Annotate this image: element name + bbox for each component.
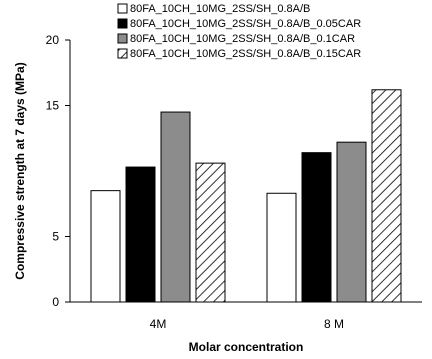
y-tick-label: 15 [46,99,60,113]
x-tick-label: 4M [150,317,167,331]
legend-label: 80FA_10CH_10MG_2SS/SH_0.8A/B [130,3,310,15]
legend-swatch [117,3,128,14]
bar-4m-series-3 [160,111,191,303]
y-tick-label: 20 [46,33,60,47]
y-ticks: 0 5 15 20 [46,33,70,309]
y-axis-title: Compressive strength at 7 days (MPa) [13,62,27,279]
legend-swatch [117,48,128,59]
bars [90,89,402,303]
legend-label: 80FA_10CH_10MG_2SS/SH_0.8A/B_0.1CAR [130,33,355,45]
x-tick-labels: 4M 8 M [150,317,344,331]
legend-swatch [117,18,128,29]
bar-8m-series-2 [301,152,332,303]
y-tick-label: 0 [52,295,59,309]
bar-8m-series-3 [336,141,367,303]
legend-swatch [117,33,128,44]
legend-label: 80FA_10CH_10MG_2SS/SH_0.8A/B_0.15CAR [130,48,361,60]
bar-4m-series-1 [90,190,121,303]
bar-8m-series-4 [371,89,402,303]
legend: 80FA_10CH_10MG_2SS/SH_0.8A/B 80FA_10CH_10… [117,3,361,60]
bar-8m-series-1 [266,192,297,303]
x-tick-label: 8 M [324,317,344,331]
bar-4m-series-4 [195,162,226,303]
legend-label: 80FA_10CH_10MG_2SS/SH_0.8A/B_0.05CAR [130,18,361,30]
bar-4m-series-2 [125,166,156,303]
y-tick-label: 5 [52,230,59,244]
x-axis-title: Molar concentration [189,340,304,354]
